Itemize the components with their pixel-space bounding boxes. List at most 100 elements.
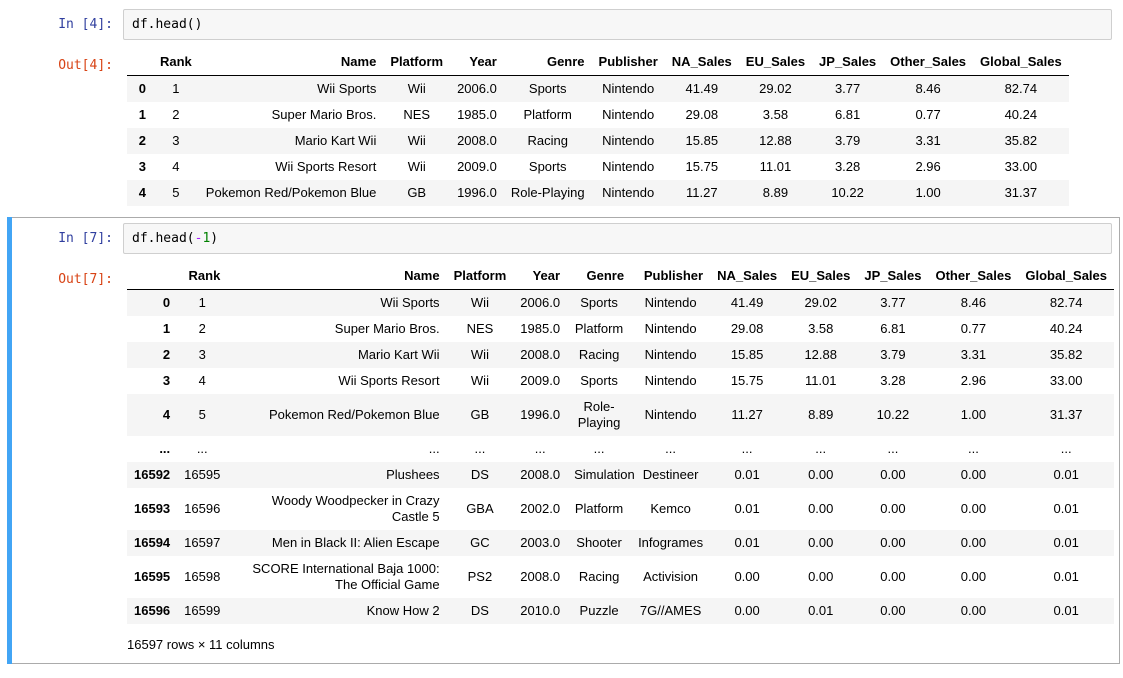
row-index: 16593 [134,501,171,516]
table-cell: 0.01 [1053,501,1079,516]
table-cell: 3 [198,347,206,362]
table-cell: 1.00 [915,185,941,200]
table-cell: 2010.0 [520,603,561,618]
table-cell: 0.01 [734,535,760,550]
table-cell: Sports [580,295,618,310]
table-cell: 11.01 [804,373,837,388]
table-cell: 3.77 [880,295,906,310]
table-cell: 0.01 [1053,603,1079,618]
table-cell: ... [887,441,899,456]
table-cell: Platform [523,107,572,122]
table-header-row: Rank Name Platform Year Genre Publisher NA_Sal… [127,263,1114,290]
table-cell: 35.82 [1049,347,1083,362]
table-cell: Nintendo [644,321,697,336]
table-cell: 82.74 [1049,295,1083,310]
code-token: - [194,231,203,246]
output-prompt: Out[4]: [58,58,113,73]
table-cell: 16595 [184,467,221,482]
table-cell: PS2 [467,569,493,584]
table-cell: 4 [172,159,180,174]
table-cell: DS [470,603,489,618]
table-row: 3 4 Wii Sports Resort Wii 2009.0 Sports Ninten… [127,154,1069,180]
table-cell: 11.01 [759,159,792,174]
table-cell: 0.01 [734,501,760,516]
table-cell: Nintendo [602,159,655,174]
table-cell: 41.49 [730,295,764,310]
table-row: 16592 16595 Plushees DS 2008.0 Simulation Dest… [127,462,1114,488]
table-cell: 41.49 [685,81,719,96]
table-row: 4 5 Pokemon Red/Pokemon Blue GB 1996.0 Role-P… [127,180,1069,206]
table-cell: ... [1060,441,1072,456]
table-cell: 16597 [184,535,221,550]
code-token: ) [210,231,219,246]
table-cell: 2002.0 [520,501,561,516]
table-row: 16596 16599 Know How 2 DS 2010.0 Puzzle 7G//AM… [127,598,1114,624]
table-cell: Wii [470,347,489,362]
table-cell: Kemco [650,501,691,516]
table-cell: 2008.0 [520,467,561,482]
table-cell: GB [407,185,427,200]
table-row: 2 3 Mario Kart Wii Wii 2008.0 Racing Nintendo 1… [127,128,1069,154]
table-cell: Shooter [576,535,622,550]
table-cell: 2 [198,321,206,336]
column-header: Publisher [591,49,665,76]
column-header: EU_Sales [738,49,813,76]
table-cell: Wii [407,81,426,96]
code-input[interactable]: df.head() [123,9,1112,40]
column-header: Global_Sales [1018,263,1114,290]
table-cell: 0.00 [880,501,906,516]
table-cell: ... [665,441,676,456]
table-cell: 0.00 [880,467,906,482]
table-cell: Woody Woodpecker in Crazy Castle 5 [271,493,440,524]
table-cell: 4 [198,373,206,388]
row-index: 4 [162,407,171,422]
table-header-row: Rank Name Platform Year Genre Publisher NA_Sal… [127,49,1069,76]
table-cell: ... [593,441,605,456]
output-content: Rank Name Platform Year Genre Publisher NA_Sal… [123,49,1114,206]
table-cell: 6.81 [880,321,906,336]
code-input[interactable]: df.head(-1) [123,223,1112,254]
table-cell: 7G//AMES [639,603,702,618]
table-cell: Nintendo [644,373,697,388]
table-cell: 6.81 [834,107,861,122]
table-cell: 0.00 [880,535,906,550]
table-cell: 0.00 [960,501,987,516]
column-header [127,263,178,290]
table-cell: 2009.0 [520,373,561,388]
table-cell: 1.00 [960,407,987,422]
table-cell: Super Mario Bros. [271,107,377,122]
table-row: 1 2 Super Mario Bros. NES 1985.0 Platform Nint… [127,316,1114,342]
table-cell: 3.58 [808,321,834,336]
table-row: 16593 16596 Woody Woodpecker in Crazy Cast… [127,488,1114,530]
row-index: 16595 [134,569,171,584]
row-index: 2 [138,133,146,148]
table-cell: Wii Sports [380,295,440,310]
code-cell-2-selected[interactable]: In [7]: df.head(-1) Out[7]: Rank Name Plat… [7,217,1120,664]
code-cell-1[interactable]: In [4]: df.head() Out[4]: Rank Name Platfo… [7,3,1120,213]
table-cell: Racing [578,347,620,362]
table-cell: 0.01 [1053,569,1079,584]
table-cell: Racing [578,569,620,584]
input-prompt: In [4]: [58,17,113,32]
column-header: Other_Sales [883,49,974,76]
table-cell: Nintendo [644,295,697,310]
table-cell: Infogrames [638,535,704,550]
table-cell: 10.22 [876,407,910,422]
code-token: 1 [202,231,211,246]
row-index: 3 [162,373,171,388]
table-cell: 3.31 [915,133,941,148]
row-index: 0 [138,81,146,96]
table-cell: 0.77 [915,107,941,122]
table-cell: 1996.0 [520,407,561,422]
table-cell: 0.00 [808,467,834,482]
table-cell: Racing [527,133,568,148]
table-cell: 3.28 [880,373,906,388]
table-row: 0 1 Wii Sports Wii 2006.0 Sports Nintendo 41.49… [127,75,1069,102]
table-cell: 35.82 [1004,133,1038,148]
table-cell: 2006.0 [457,81,497,96]
table-cell: 0.00 [880,569,906,584]
table-cell: 29.08 [730,321,764,336]
table-cell: 0.00 [960,569,987,584]
table-cell: 0.00 [960,603,987,618]
column-header: Publisher [631,263,711,290]
